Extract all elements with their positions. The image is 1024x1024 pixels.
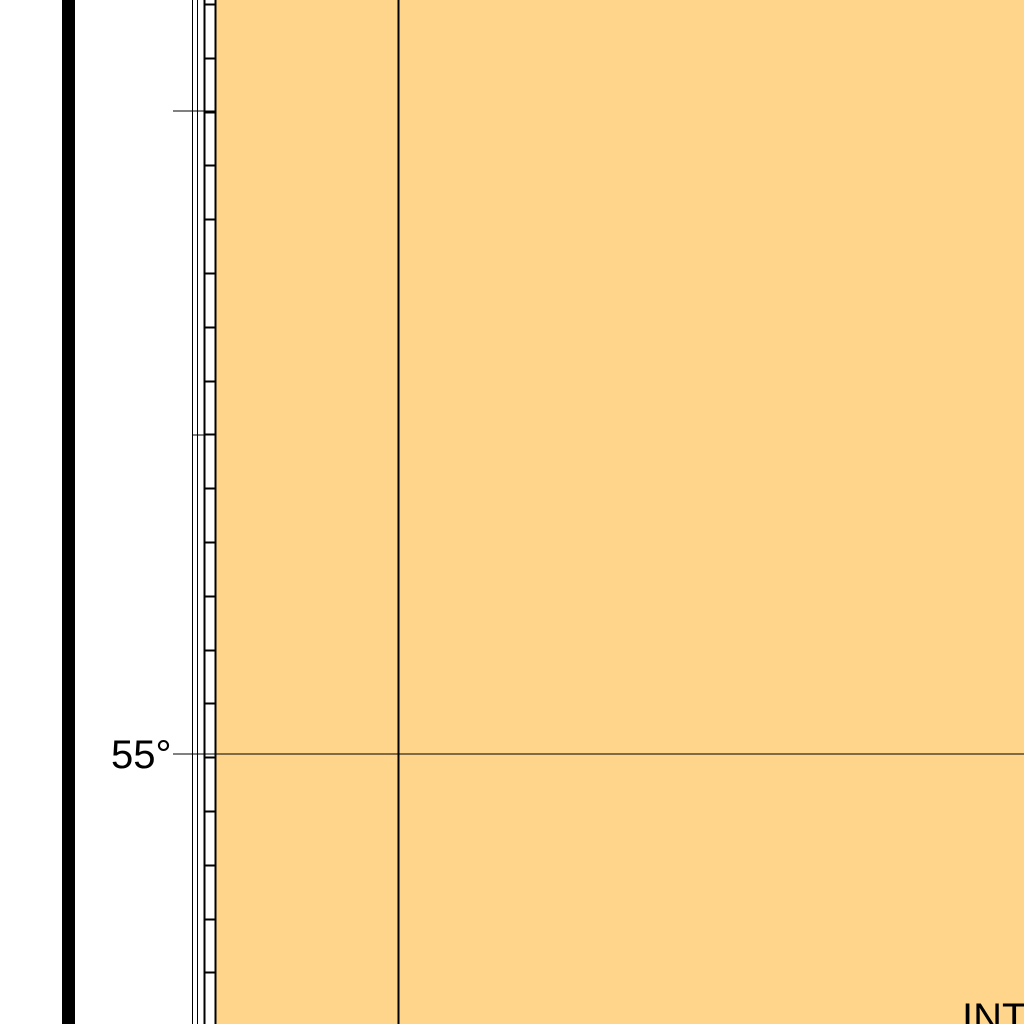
latitude-label-55: 55° xyxy=(111,733,172,777)
map-label-partial: INT xyxy=(962,996,1024,1024)
land-area xyxy=(216,0,1024,1024)
outer-neatline xyxy=(62,0,75,1024)
scale-ticks xyxy=(204,3,216,974)
